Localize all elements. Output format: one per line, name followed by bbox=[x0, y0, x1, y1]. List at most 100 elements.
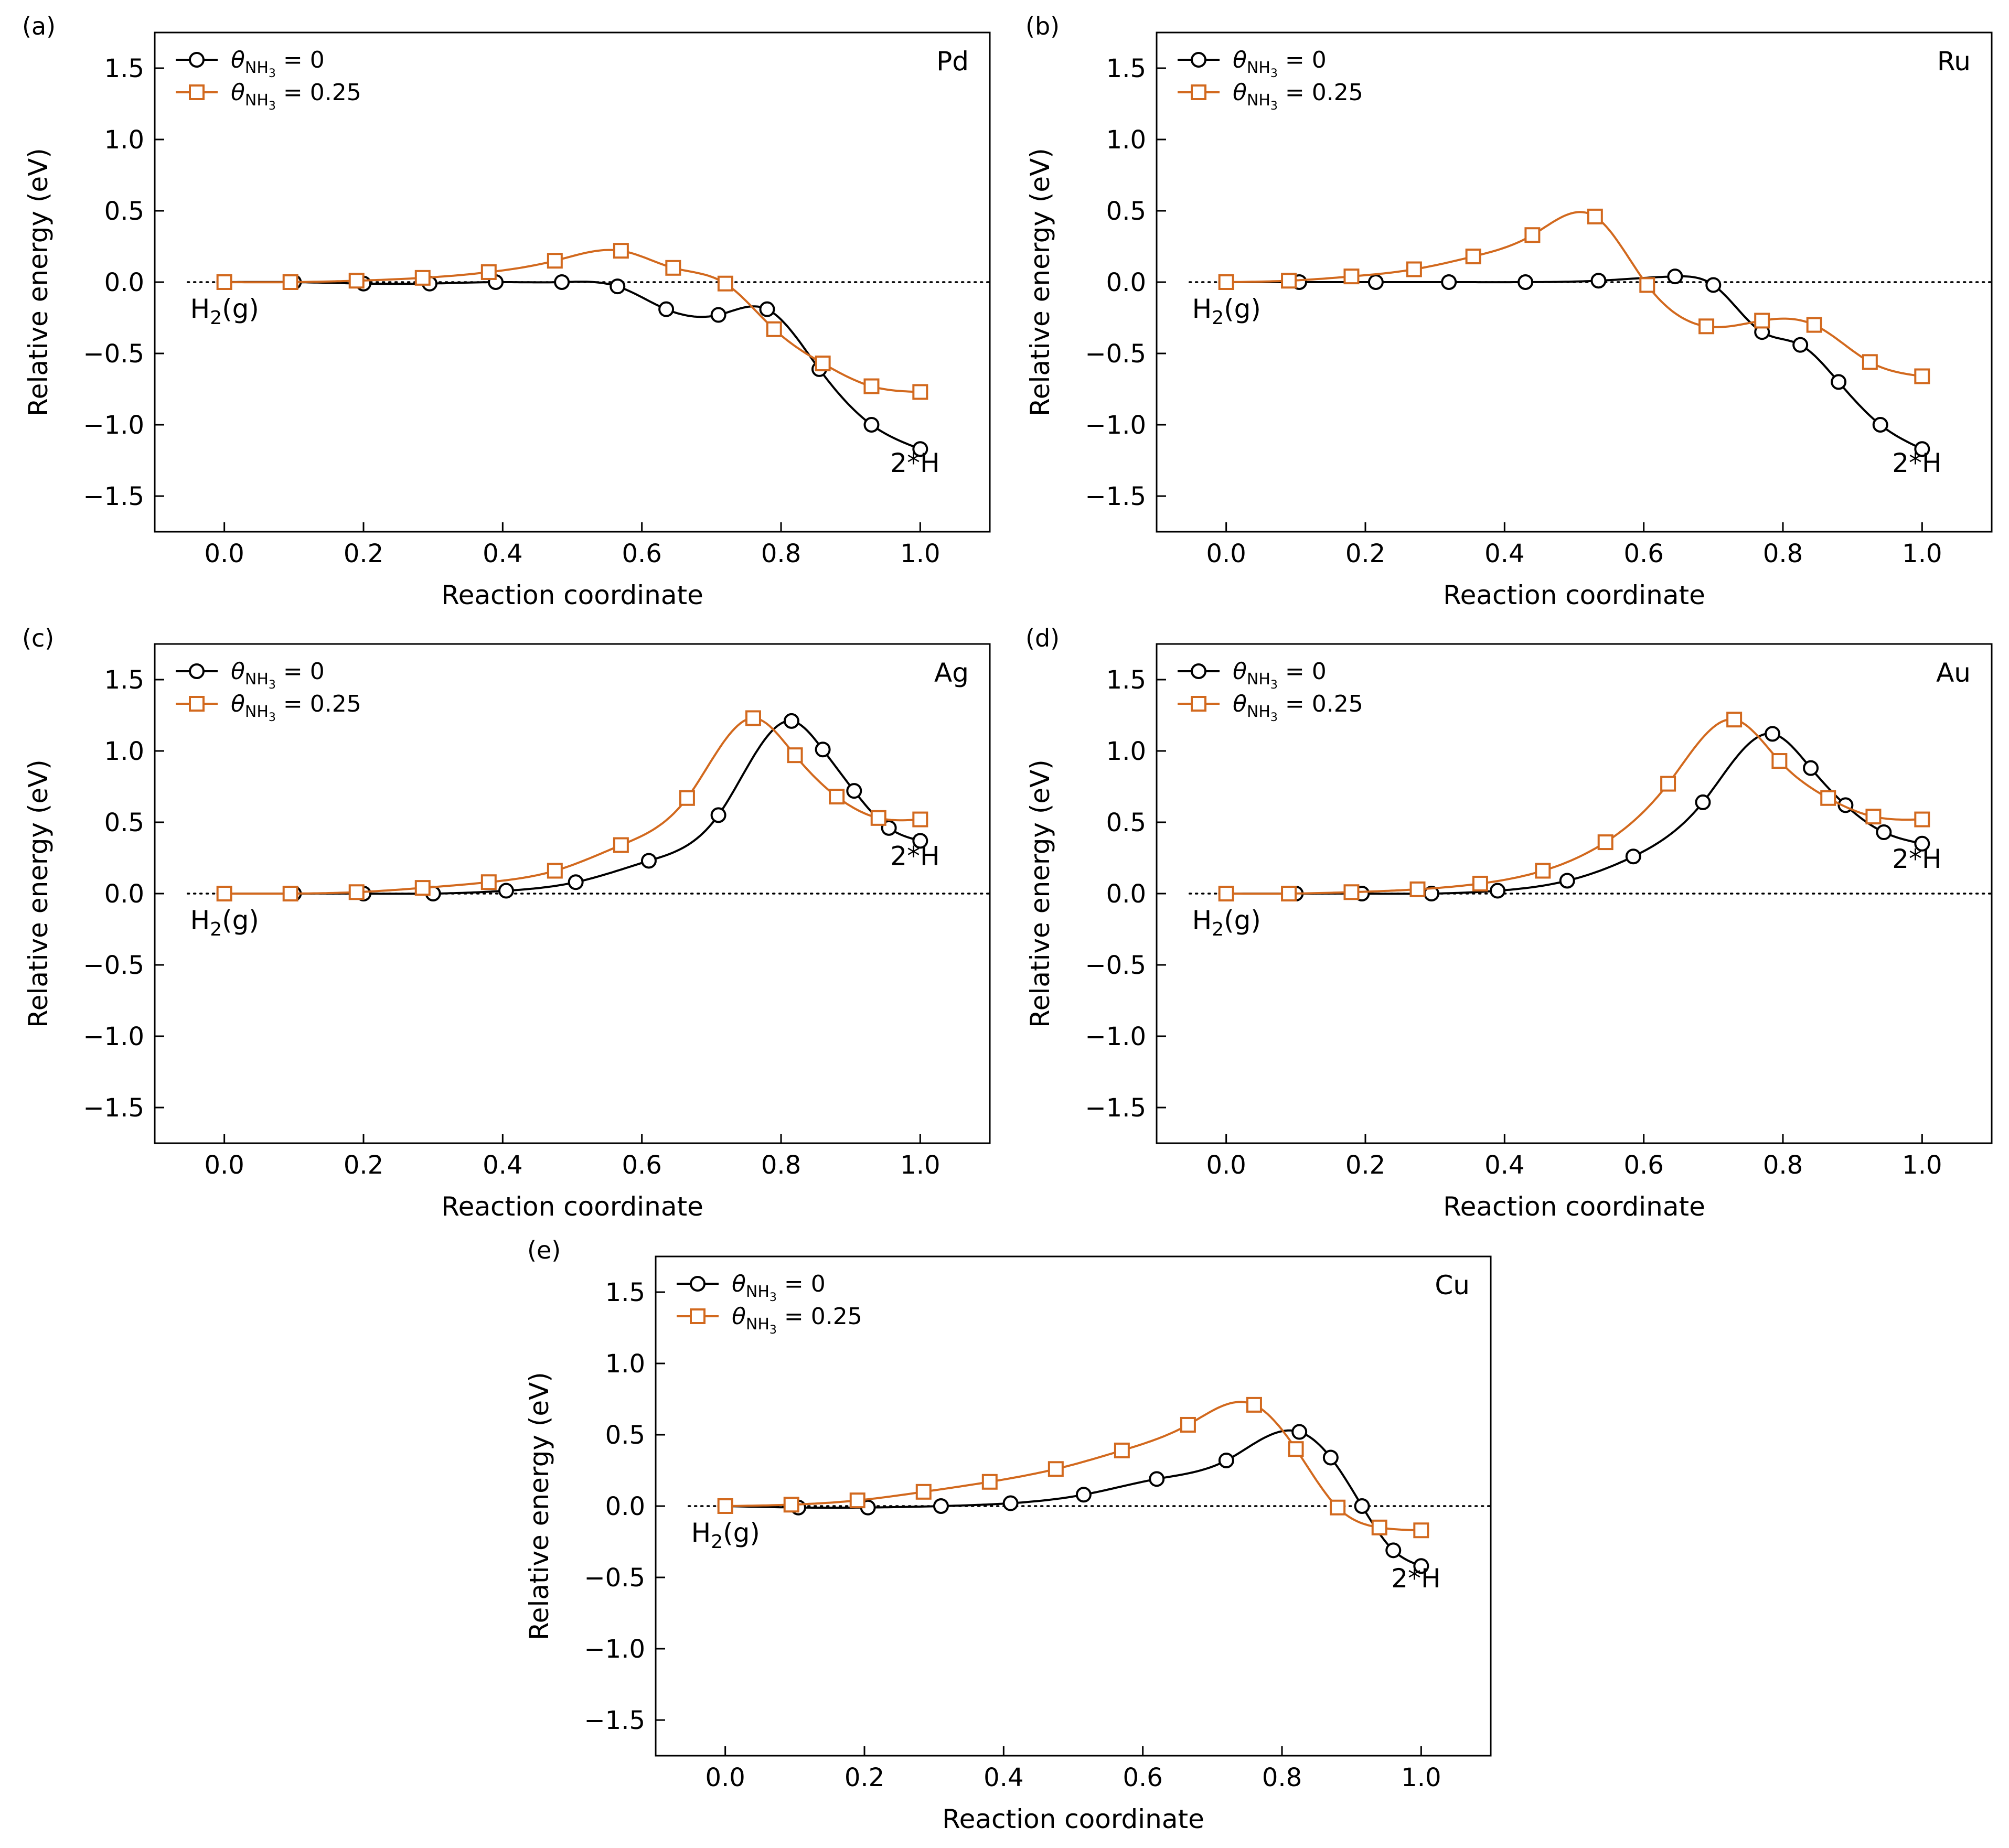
series-theta-0-25 bbox=[1218, 712, 1930, 901]
series-line bbox=[224, 717, 921, 895]
series-theta-0 bbox=[1218, 726, 1930, 901]
data-point-circle bbox=[815, 742, 831, 758]
x-tick-label: 0.0 bbox=[204, 539, 244, 568]
data-point-square bbox=[1281, 886, 1297, 901]
metal-label: Pd bbox=[936, 46, 969, 77]
x-tick-label: 1.0 bbox=[1902, 539, 1942, 568]
data-point-circle bbox=[1914, 441, 1930, 457]
data-point-square bbox=[414, 880, 431, 896]
legend-marker-square bbox=[1191, 696, 1206, 712]
data-point-square bbox=[348, 884, 365, 900]
y-tick-label: 1.5 bbox=[1106, 54, 1146, 83]
x-axis-label: Reaction coordinate bbox=[441, 580, 703, 610]
data-point-square bbox=[829, 789, 845, 805]
x-tick-label: 0.8 bbox=[1262, 1763, 1302, 1792]
data-point-square bbox=[1865, 809, 1882, 825]
series-line bbox=[224, 249, 921, 393]
x-tick-label: 0.2 bbox=[1345, 1151, 1385, 1180]
x-tick-label: 0.2 bbox=[845, 1763, 884, 1792]
legend-entry: θNH3 = 0 bbox=[677, 1271, 826, 1304]
legend-label: θNH3 = 0 bbox=[231, 47, 325, 80]
data-point-square bbox=[717, 275, 733, 292]
data-point-circle bbox=[610, 278, 626, 295]
data-point-circle bbox=[1914, 835, 1930, 852]
start-label: H2(g) bbox=[190, 905, 259, 940]
data-point-square bbox=[745, 710, 761, 726]
data-point-circle bbox=[912, 833, 928, 849]
x-tick-label: 0.6 bbox=[622, 539, 661, 568]
series-line bbox=[725, 1429, 1422, 1567]
y-tick-label: 1.0 bbox=[104, 125, 144, 155]
series-theta-0-25 bbox=[1218, 208, 1930, 384]
end-label: 2*H bbox=[1892, 448, 1941, 478]
data-point-circle bbox=[1872, 417, 1888, 433]
data-point-circle bbox=[1075, 1487, 1092, 1503]
data-point-square bbox=[1862, 354, 1878, 370]
data-point-square bbox=[1281, 273, 1297, 289]
y-tick-label: 1.0 bbox=[605, 1349, 645, 1379]
data-point-circle bbox=[1625, 848, 1641, 865]
y-tick-label: 0.0 bbox=[1106, 879, 1146, 909]
panel-label: (a) bbox=[22, 12, 56, 40]
y-tick-label: −0.5 bbox=[584, 1563, 645, 1593]
legend-marker-square bbox=[189, 696, 205, 712]
y-axis-label: Relative energy (eV) bbox=[524, 1372, 554, 1640]
data-point-circle bbox=[1705, 277, 1722, 293]
y-tick-label: −1.5 bbox=[584, 1706, 645, 1735]
panel-ru: 0.0 0.2 0.4 0.6 0.8 1.0 −1.5 −1.0 −0.5 0.0 0.5 1.0 1… bbox=[1025, 12, 1993, 610]
legend-label: θNH3 = 0.25 bbox=[1233, 79, 1363, 113]
data-point-square bbox=[1371, 1519, 1387, 1535]
panel-label: (c) bbox=[22, 624, 54, 652]
x-tick-label: 0.4 bbox=[1484, 539, 1524, 568]
legend-entry: θNH3 = 0.25 bbox=[1178, 691, 1363, 724]
data-point-square bbox=[1587, 208, 1603, 224]
start-label: H2(g) bbox=[190, 294, 259, 329]
y-tick-label: −1.5 bbox=[1085, 482, 1146, 511]
y-tick-label: −1.0 bbox=[584, 1635, 645, 1664]
data-point-circle bbox=[568, 874, 584, 890]
y-axis-label: Relative energy (eV) bbox=[1025, 759, 1055, 1028]
data-point-circle bbox=[1367, 274, 1384, 290]
data-point-circle bbox=[863, 417, 880, 433]
data-point-square bbox=[1639, 277, 1655, 293]
legend-entry: θNH3 = 0.25 bbox=[677, 1303, 862, 1337]
data-point-circle bbox=[1667, 268, 1683, 285]
data-point-square bbox=[1465, 249, 1481, 265]
legend-marker-square bbox=[1191, 84, 1206, 100]
start-label: H2(g) bbox=[1192, 905, 1261, 940]
y-tick-label: 1.5 bbox=[605, 1278, 645, 1307]
x-tick-label: 0.8 bbox=[761, 539, 801, 568]
legend-marker-square bbox=[189, 84, 205, 100]
legend-label: θNH3 = 0 bbox=[1233, 47, 1327, 80]
data-point-square bbox=[1660, 776, 1676, 792]
data-point-circle bbox=[846, 783, 862, 799]
x-axis-label: Reaction coordinate bbox=[1443, 580, 1705, 610]
x-tick-label: 0.6 bbox=[622, 1151, 661, 1180]
data-point-square bbox=[665, 260, 681, 276]
data-point-circle bbox=[1149, 1471, 1165, 1487]
data-point-square bbox=[787, 747, 803, 764]
legend-marker-circle bbox=[189, 52, 205, 68]
legend-label: θNH3 = 0 bbox=[1233, 658, 1327, 692]
x-tick-label: 0.0 bbox=[204, 1151, 244, 1180]
data-point-circle bbox=[1002, 1495, 1019, 1511]
data-point-square bbox=[547, 863, 563, 879]
data-point-square bbox=[1413, 1522, 1429, 1539]
series-line bbox=[1226, 732, 1922, 895]
x-tick-label: 0.4 bbox=[1484, 1151, 1524, 1180]
x-tick-label: 0.8 bbox=[1763, 1151, 1803, 1180]
y-tick-label: 0.5 bbox=[1106, 197, 1146, 226]
data-point-circle bbox=[1792, 337, 1809, 353]
y-tick-label: 0.5 bbox=[104, 808, 144, 837]
legend-label: θNH3 = 0 bbox=[231, 658, 325, 692]
data-point-square bbox=[480, 874, 497, 890]
x-tick-label: 0.6 bbox=[1623, 539, 1663, 568]
y-tick-label: 1.0 bbox=[1106, 737, 1146, 766]
data-point-square bbox=[1343, 268, 1360, 285]
legend-marker-circle bbox=[1191, 663, 1206, 679]
y-tick-label: −0.5 bbox=[1085, 951, 1146, 980]
y-tick-label: 0.5 bbox=[104, 197, 144, 226]
data-point-square bbox=[1406, 261, 1422, 277]
y-tick-label: 0.0 bbox=[104, 879, 144, 909]
data-point-circle bbox=[912, 441, 928, 457]
